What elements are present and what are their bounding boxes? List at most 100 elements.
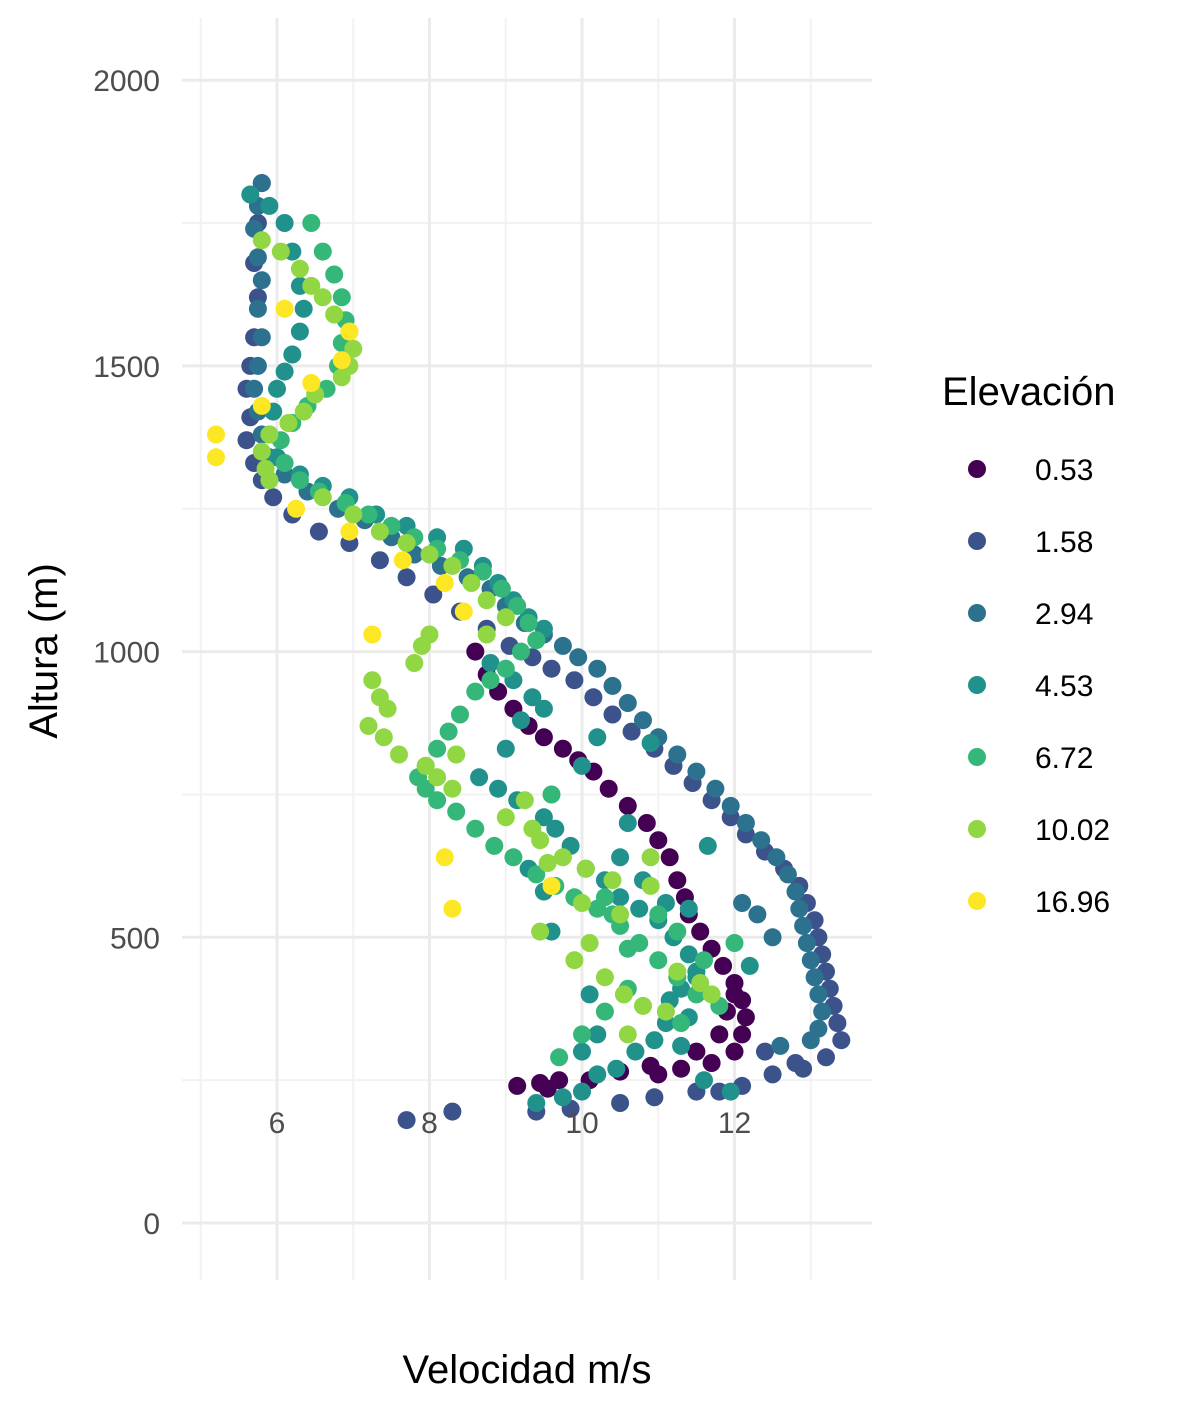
data-point	[622, 722, 641, 741]
data-point	[748, 905, 767, 924]
data-point	[603, 705, 622, 724]
data-point	[809, 985, 828, 1004]
data-point	[443, 899, 462, 918]
data-point	[534, 699, 553, 718]
data-point	[576, 859, 595, 878]
data-point	[451, 705, 469, 724]
data-point	[248, 299, 267, 318]
data-point	[534, 728, 553, 747]
data-point	[695, 951, 713, 970]
data-point	[721, 1082, 740, 1101]
data-point	[698, 836, 717, 855]
data-point	[275, 214, 294, 232]
data-point	[294, 299, 313, 318]
data-point	[466, 682, 485, 701]
data-point	[363, 625, 382, 644]
series-10.02	[252, 231, 721, 1044]
data-point	[359, 716, 378, 735]
data-point	[611, 848, 630, 867]
major-gridlines	[182, 18, 872, 1280]
data-point	[477, 625, 496, 644]
x-tick-label: 12	[718, 1107, 751, 1140]
data-point	[656, 1002, 675, 1021]
data-point	[416, 779, 435, 798]
data-point	[283, 345, 302, 364]
data-point	[710, 1025, 729, 1044]
data-point	[515, 791, 534, 810]
data-point	[763, 928, 782, 947]
data-point	[786, 882, 805, 901]
data-point	[492, 579, 511, 598]
data-point	[504, 848, 523, 867]
data-point	[573, 894, 591, 912]
y-tick-label: 2000	[93, 65, 160, 98]
data-point	[641, 876, 660, 895]
data-point	[828, 1014, 847, 1032]
data-point	[481, 654, 500, 672]
data-point	[374, 728, 393, 747]
data-point	[573, 1082, 591, 1101]
data-point	[542, 876, 561, 895]
data-point	[584, 688, 603, 707]
data-point	[439, 722, 458, 741]
data-point	[447, 802, 466, 821]
data-point	[668, 745, 687, 764]
data-point	[443, 556, 462, 575]
data-point	[637, 814, 656, 832]
legend-key	[968, 460, 986, 478]
data-point	[313, 288, 332, 307]
data-point	[241, 185, 260, 204]
data-point	[527, 865, 546, 884]
legend-title: Elevación	[942, 370, 1115, 414]
data-point	[756, 1042, 774, 1061]
data-point	[447, 745, 466, 764]
data-point	[363, 671, 382, 690]
data-point	[252, 174, 271, 193]
data-point	[260, 425, 279, 444]
data-point	[679, 945, 698, 964]
data-point	[668, 962, 687, 981]
data-point	[641, 734, 660, 752]
data-point	[603, 676, 622, 695]
data-point	[588, 728, 607, 747]
legend-key	[968, 892, 986, 910]
data-point	[725, 985, 744, 1004]
data-point	[344, 339, 363, 358]
data-point	[569, 648, 588, 667]
data-point	[302, 214, 321, 232]
data-point	[691, 974, 710, 992]
data-point	[309, 522, 328, 541]
data-point	[691, 922, 710, 941]
data-point	[534, 808, 553, 827]
data-point	[580, 985, 599, 1004]
data-point	[454, 602, 473, 621]
data-point	[588, 659, 607, 678]
data-point	[287, 499, 306, 518]
data-point	[797, 934, 816, 952]
data-point	[553, 739, 572, 758]
data-point	[595, 888, 614, 907]
data-point	[207, 448, 225, 467]
data-point	[553, 636, 572, 655]
data-point	[588, 1025, 607, 1044]
legend-label: 2.94	[1035, 598, 1093, 631]
data-point	[695, 1071, 713, 1090]
data-point	[706, 779, 725, 798]
data-point	[634, 711, 652, 730]
data-point	[645, 1031, 664, 1050]
data-point	[378, 699, 397, 718]
data-point	[428, 739, 447, 758]
data-point	[645, 1088, 664, 1107]
data-point	[252, 442, 271, 461]
data-point	[618, 796, 637, 815]
data-point	[271, 242, 290, 261]
data-point	[725, 934, 744, 952]
data-point	[489, 779, 508, 798]
data-point	[763, 1065, 782, 1084]
data-point	[786, 1054, 805, 1072]
data-point	[508, 1076, 527, 1095]
data-point	[496, 739, 515, 758]
legend-key	[968, 820, 986, 838]
y-tick-label: 1000	[93, 637, 160, 670]
data-point	[245, 379, 264, 398]
